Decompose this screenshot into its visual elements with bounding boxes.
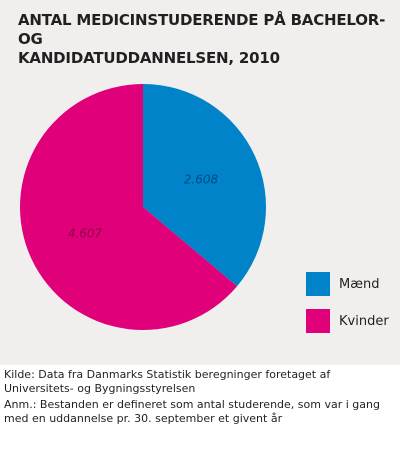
chart-title: ANTAL MEDICINSTUDERENDE PÅ BACHELOR- OG … — [18, 11, 388, 68]
chart-panel: ANTAL MEDICINSTUDERENDE PÅ BACHELOR- OG … — [0, 0, 400, 365]
pie-slice-labels: 2.608 4.607 — [68, 173, 219, 241]
source-note: Kilde: Data fra Danmarks Statistik bereg… — [4, 368, 331, 395]
pie-slice-label-m-nd: 2.608 — [184, 173, 219, 187]
annotation-note: Anm.: Bestanden er defineret som antal s… — [4, 398, 380, 425]
pie-slice-label-kvinder: 4.607 — [68, 227, 103, 241]
legend-swatch-maend — [306, 272, 330, 296]
pie-slices — [20, 84, 267, 330]
chart-title-line-2: KANDIDATUDDANNELSEN, 2010 — [18, 49, 280, 67]
pie-chart: 2.608 4.607 — [20, 84, 267, 330]
legend-label-kvinder: Kvinder — [339, 313, 389, 329]
pie-slice-m-nd — [143, 84, 267, 287]
chart-title-line-1: ANTAL MEDICINSTUDERENDE PÅ BACHELOR- OG — [18, 11, 386, 48]
legend-swatch-kvinder — [306, 309, 330, 333]
legend: Mænd Kvinder — [306, 272, 389, 346]
legend-item-maend: Mænd — [306, 272, 389, 296]
chart-caption: Kilde: Data fra Danmarks Statistik bereg… — [4, 368, 396, 428]
legend-label-maend: Mænd — [339, 276, 380, 292]
legend-item-kvinder: Kvinder — [306, 309, 389, 333]
pie-slice-kvinder — [20, 84, 238, 330]
